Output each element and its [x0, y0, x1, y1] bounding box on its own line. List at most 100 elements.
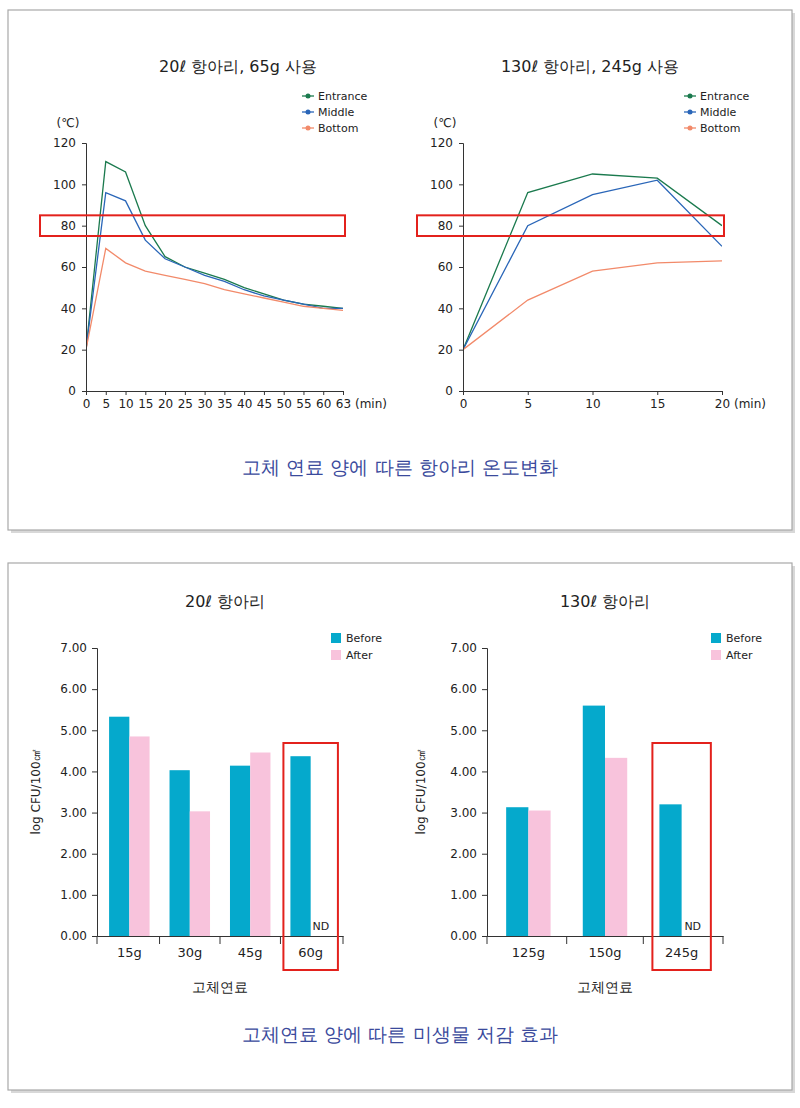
x-tick: 63 [336, 391, 351, 411]
x-tick: 5 [524, 391, 532, 411]
legend-label: After [726, 649, 753, 662]
x-tick: 10 [585, 391, 600, 411]
y-tick: 4.00 [450, 765, 487, 779]
y-tick-mark [482, 730, 487, 731]
y-tick-mark [82, 267, 86, 268]
series-line [463, 180, 722, 349]
y-tick-mark [482, 689, 487, 690]
data-label: ND [312, 920, 329, 933]
x-tick: 25 [178, 391, 193, 411]
legend-entry: After [711, 649, 753, 662]
legend-label: Middle [318, 106, 355, 119]
y-tick-label: 0.00 [450, 929, 477, 943]
highlight-box [283, 743, 337, 970]
bar [605, 758, 627, 936]
y-tick-mark [482, 895, 487, 896]
x-tick-label: 40 [237, 397, 252, 411]
x-tick-mark [106, 391, 107, 395]
x-tick-mark [185, 391, 186, 395]
y-tick-mark [92, 936, 97, 937]
legend-label: Bottom [700, 122, 740, 135]
y-tick-label: 40 [61, 302, 76, 316]
x-tick: 60 [316, 391, 331, 411]
x-tick-label: 20 [715, 397, 730, 411]
x-tick: 20 [715, 391, 730, 411]
category-separator [723, 936, 724, 944]
legend: Before After [711, 632, 762, 662]
plot-marks [109, 717, 311, 936]
x-tick-label: 63 [336, 397, 351, 411]
y-tick: 4.00 [60, 765, 97, 779]
y-tick: 3.00 [60, 806, 97, 820]
x-tick-label: 5 [102, 397, 110, 411]
x-tick-label: 45g [238, 945, 263, 960]
y-axis: 020406080100120 [430, 136, 463, 398]
y-tick-label: 7.00 [60, 641, 87, 655]
chart-svg: 고체 연료 양에 따른 항아리 온도변화고체연료 양에 따른 미생물 저감 효과… [0, 0, 800, 1108]
y-tick: 7.00 [450, 641, 487, 655]
series-line [463, 174, 722, 350]
highlight-box [417, 215, 724, 236]
legend-marker [688, 110, 693, 115]
x-tick-mark [145, 391, 146, 395]
panel [8, 10, 792, 530]
y-tick-label: 2.00 [450, 847, 477, 861]
x-tick: 20 [158, 391, 173, 411]
y-tick-label: 0 [445, 384, 453, 398]
bar [230, 766, 250, 936]
y-tick-mark [92, 895, 97, 896]
x-tick: 125g [512, 936, 545, 960]
y-tick-label: 5.00 [450, 724, 477, 738]
y-tick-mark [459, 184, 463, 185]
y-tick-mark [82, 226, 86, 227]
plot-marks [506, 706, 681, 936]
x-tick-label: 50 [277, 397, 292, 411]
y-tick-label: 5.00 [60, 724, 87, 738]
y-tick: 2.00 [60, 847, 97, 861]
y-tick-mark [482, 813, 487, 814]
legend-marker [688, 94, 693, 99]
x-tick-mark [657, 391, 658, 395]
y-tick-mark [482, 648, 487, 649]
category-separator [343, 936, 344, 944]
x-tick: 245g [665, 936, 698, 960]
legend-swatch [711, 650, 721, 660]
x-tick: 30g [177, 936, 202, 960]
y-tick: 6.00 [450, 682, 487, 696]
axis-line [82, 144, 87, 392]
x-tick: 5 [102, 391, 110, 411]
series-line [463, 261, 722, 350]
y-tick-mark [92, 689, 97, 690]
x-tick-label: 55 [296, 397, 311, 411]
category-separator [280, 936, 281, 944]
y-axis-label: log CFU/100㎠ [29, 749, 43, 834]
x-tick-mark [284, 391, 285, 395]
y-tick-mark [482, 854, 487, 855]
x-tick: 15 [138, 391, 153, 411]
plot-marks [463, 174, 722, 350]
y-tick-mark [92, 648, 97, 649]
x-tick: 50 [277, 391, 292, 411]
legend-entry: Before [711, 632, 762, 645]
y-tick: 1.00 [450, 888, 487, 902]
axis-line [92, 649, 98, 937]
x-tick-label: 45 [257, 397, 272, 411]
x-tick-label: 125g [512, 945, 545, 960]
highlight-box [40, 215, 345, 236]
x-tick-label: 0 [83, 397, 91, 411]
legend-entry: Entrance [684, 90, 750, 103]
bar [109, 717, 129, 936]
legend-entry: After [331, 649, 373, 662]
y-tick-label: 100 [53, 178, 76, 192]
y-tick-mark [92, 771, 97, 772]
x-tick-mark [244, 391, 245, 395]
y-tick: 6.00 [60, 682, 97, 696]
y-tick: 0.00 [450, 929, 487, 943]
legend-label: Middle [700, 106, 737, 119]
bar [583, 706, 605, 936]
y-tick: 2.00 [450, 847, 487, 861]
legend-label: Before [726, 632, 762, 645]
bar [659, 804, 681, 936]
y-tick-label: 4.00 [60, 765, 87, 779]
legend-swatch [331, 633, 341, 643]
